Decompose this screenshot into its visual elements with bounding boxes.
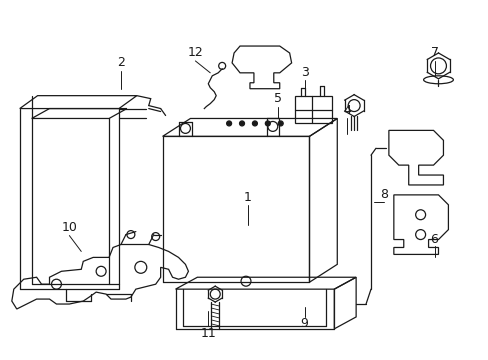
Circle shape xyxy=(278,121,283,126)
Text: 6: 6 xyxy=(430,233,438,246)
Text: 3: 3 xyxy=(300,66,308,79)
Text: 4: 4 xyxy=(343,104,350,117)
Text: 8: 8 xyxy=(379,188,387,201)
Text: 12: 12 xyxy=(187,46,203,59)
Circle shape xyxy=(252,121,257,126)
Circle shape xyxy=(265,121,270,126)
Text: 7: 7 xyxy=(429,46,438,59)
Circle shape xyxy=(239,121,244,126)
Text: 2: 2 xyxy=(117,57,124,69)
Circle shape xyxy=(226,121,231,126)
Text: 5: 5 xyxy=(273,92,281,105)
Text: 1: 1 xyxy=(244,192,251,204)
Text: 10: 10 xyxy=(61,221,77,234)
Text: 11: 11 xyxy=(200,327,216,340)
Text: 9: 9 xyxy=(300,318,308,330)
